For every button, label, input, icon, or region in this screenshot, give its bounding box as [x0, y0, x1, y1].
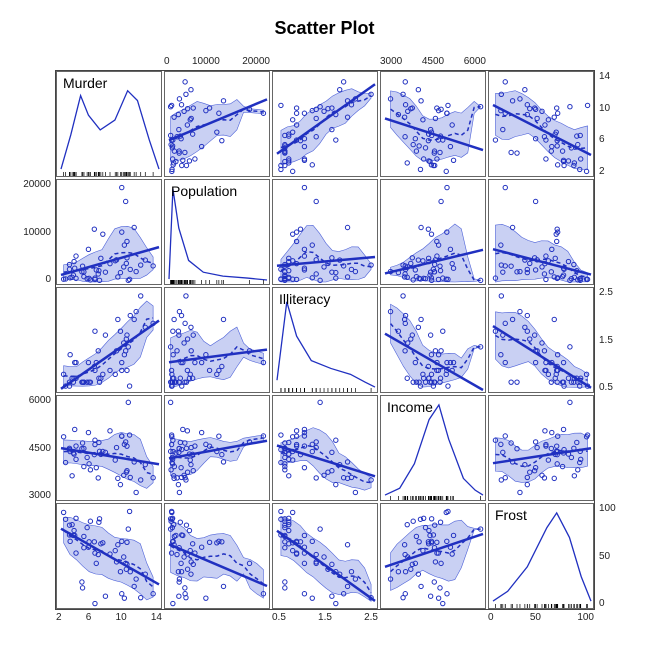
axis-ticks-left-1: 01000020000	[13, 179, 51, 285]
axis-ticks-bottom-2: 0.51.52.5	[272, 612, 378, 623]
panel-Population-Income	[380, 179, 486, 285]
panel-Frost-Population	[164, 503, 270, 609]
panel-Income-Frost	[488, 395, 594, 501]
panel-Illiteracy-Income	[380, 287, 486, 393]
panel-Income-Murder	[56, 395, 162, 501]
diag-label-Frost: Frost	[495, 507, 527, 523]
axis-ticks-right-0: 261014	[599, 71, 637, 177]
panel-Frost-Frost: Frost	[488, 503, 594, 609]
diag-label-Murder: Murder	[63, 75, 107, 91]
panel-Murder-Population	[164, 71, 270, 177]
panel-Population-Illiteracy	[272, 179, 378, 285]
panel-Population-Population: Population	[164, 179, 270, 285]
axis-ticks-left-3: 300045006000	[13, 395, 51, 501]
axis-ticks-right-4: 050100	[599, 503, 637, 609]
panel-Frost-Illiteracy	[272, 503, 378, 609]
panel-Murder-Frost	[488, 71, 594, 177]
axis-ticks-bottom-4: 050100	[488, 612, 594, 623]
panel-Population-Frost	[488, 179, 594, 285]
panel-Illiteracy-Illiteracy: Illiteracy	[272, 287, 378, 393]
panel-Murder-Income	[380, 71, 486, 177]
panel-Illiteracy-Frost	[488, 287, 594, 393]
panel-Murder-Murder: Murder	[56, 71, 162, 177]
diag-label-Population: Population	[171, 183, 237, 199]
splom-grid: Murder Population Illiteracy Income Frost	[55, 70, 595, 610]
axis-ticks-top-1: 01000020000	[164, 56, 270, 67]
axis-ticks-bottom-0: 261014	[56, 612, 162, 623]
panel-Illiteracy-Population	[164, 287, 270, 393]
diag-label-Illiteracy: Illiteracy	[279, 291, 330, 307]
panel-Income-Illiteracy	[272, 395, 378, 501]
panel-Population-Murder	[56, 179, 162, 285]
scatterplot-matrix: Scatter Plot Murder Population Illiteracy I…	[0, 0, 649, 655]
panel-Frost-Income	[380, 503, 486, 609]
chart-title: Scatter Plot	[0, 0, 649, 39]
panel-Income-Income: Income	[380, 395, 486, 501]
diag-label-Income: Income	[387, 399, 433, 415]
axis-ticks-right-2: 0.51.52.5	[599, 287, 637, 393]
panel-Murder-Illiteracy	[272, 71, 378, 177]
panel-Income-Population	[164, 395, 270, 501]
axis-ticks-top-3: 300045006000	[380, 56, 486, 67]
panel-Frost-Murder	[56, 503, 162, 609]
panel-Illiteracy-Murder	[56, 287, 162, 393]
